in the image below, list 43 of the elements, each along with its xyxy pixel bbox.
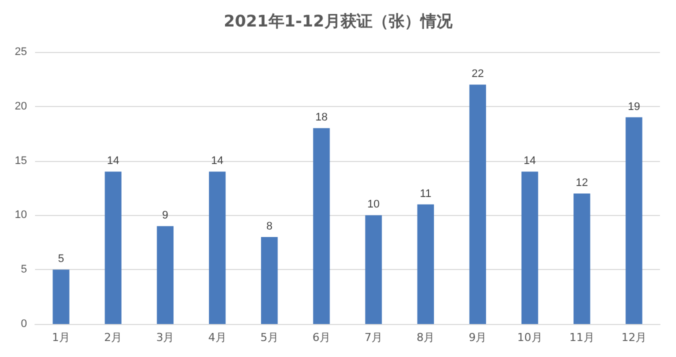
data-label: 9 (162, 210, 168, 222)
data-label: 18 (315, 112, 328, 124)
bar (156, 226, 174, 324)
data-label: 14 (211, 155, 224, 168)
x-tick-label: 6月 (312, 331, 330, 344)
bar (417, 204, 434, 324)
x-tick-label: 4月 (208, 331, 226, 344)
bar (365, 215, 382, 324)
bar (208, 172, 226, 324)
x-tick-label: 5月 (260, 331, 278, 344)
x-tick-label: 8月 (416, 331, 435, 344)
x-tick-label: 1月 (52, 331, 70, 344)
chart-title: 2021年1-12月获证（张）情况 (224, 12, 454, 30)
data-label: 11 (420, 188, 432, 200)
bar (469, 84, 486, 324)
x-tick-label: 10月 (517, 331, 542, 344)
x-tick-label: 7月 (364, 331, 383, 344)
y-tick-label: 25 (14, 46, 27, 58)
y-tick-label: 15 (14, 154, 27, 167)
bar (52, 270, 70, 324)
data-label: 10 (367, 198, 380, 211)
data-label: 14 (524, 155, 536, 168)
data-label: 19 (628, 100, 640, 113)
bar (104, 172, 122, 324)
y-tick-label: 10 (14, 209, 27, 222)
x-tick-label: 2月 (104, 331, 122, 344)
bar (521, 172, 538, 324)
y-tick-label: 5 (20, 264, 27, 276)
y-tick-label: 20 (14, 100, 27, 112)
x-tick-label: 12月 (621, 331, 646, 344)
data-label: 12 (576, 176, 588, 189)
bar (313, 128, 330, 324)
data-label: 8 (266, 220, 272, 232)
data-label: 14 (107, 155, 120, 168)
y-tick-label: 0 (20, 318, 27, 330)
data-label: 5 (58, 253, 64, 266)
x-tick-label: 3月 (156, 331, 174, 344)
bar (261, 236, 278, 324)
x-tick-label: 9月 (468, 331, 487, 344)
bar (626, 117, 642, 324)
data-label: 22 (472, 68, 484, 80)
x-tick-label: 11月 (569, 331, 594, 344)
bar (574, 193, 590, 324)
